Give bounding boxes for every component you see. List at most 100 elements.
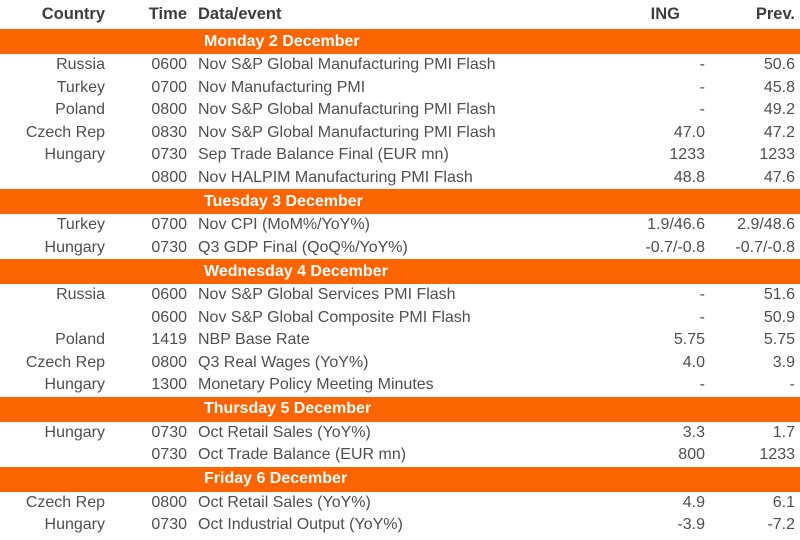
cell-ing: 47.0 — [673, 123, 705, 141]
cell-country: Hungary — [44, 376, 105, 394]
day-band-label: Thursday 5 December — [204, 400, 372, 417]
col-header-country: Country — [41, 5, 105, 23]
cell-country: Poland — [55, 101, 105, 119]
cell-ing: - — [699, 286, 705, 304]
table-header-row: Country Time Data/event ING Prev. — [0, 0, 800, 29]
table-row: Czech Rep 0830 Nov S&P Global Manufacturin… — [0, 122, 800, 145]
cell-country: Hungary — [44, 516, 105, 534]
cell-ing: 5.75 — [673, 331, 705, 349]
table-row: Hungary 0730 Q3 GDP Final (QoQ%/YoY%) -0.7/… — [0, 237, 800, 260]
cell-ing: 48.8 — [673, 168, 705, 186]
cell-prev: 45.8 — [763, 78, 795, 96]
cell-ing: - — [699, 376, 705, 394]
cell-event: Q3 GDP Final (QoQ%/YoY%) — [198, 238, 408, 256]
table-row: Hungary 0730 Oct Industrial Output (YoY%) -… — [0, 514, 800, 537]
cell-country: Czech Rep — [25, 123, 105, 141]
cell-time: 0700 — [151, 216, 187, 234]
day-band: Friday 6 December — [0, 466, 800, 492]
cell-country: Turkey — [56, 216, 105, 234]
cell-ing: - — [699, 101, 705, 119]
day-band: Monday 2 December — [0, 29, 800, 54]
cell-prev: -0.7/-0.8 — [735, 238, 795, 256]
cell-event: Q3 Real Wages (YoY%) — [198, 353, 369, 371]
table-row: Turkey 0700 Nov CPI (MoM%/YoY%) 1.9/46.6 2.9… — [0, 214, 800, 237]
cell-prev: 50.9 — [763, 308, 795, 326]
table-row: Hungary 0730 Sep Trade Balance Final (EUR … — [0, 144, 800, 167]
table-row: 0600 Nov S&P Global Composite PMI Flash - 5… — [0, 307, 800, 330]
cell-time: 0800 — [151, 168, 187, 186]
cell-ing: 4.9 — [682, 493, 705, 511]
cell-prev: - — [789, 376, 795, 394]
cell-time: 0800 — [151, 101, 187, 119]
cell-time: 0600 — [151, 56, 187, 74]
cell-event: Nov S&P Global Services PMI Flash — [198, 286, 456, 304]
cell-prev: 6.1 — [772, 493, 795, 511]
cell-prev: 1233 — [759, 146, 795, 164]
cell-prev: 1.7 — [772, 423, 795, 441]
table-row: Poland 0800 Nov S&P Global Manufacturing P… — [0, 99, 800, 122]
cell-country: Czech Rep — [25, 493, 105, 511]
cell-ing: 800 — [678, 446, 705, 464]
cell-time: 1419 — [151, 331, 187, 349]
cell-time: 0730 — [151, 516, 187, 534]
cell-time: 0600 — [151, 308, 187, 326]
cell-prev: 51.6 — [763, 286, 795, 304]
cell-ing: -0.7/-0.8 — [645, 238, 705, 256]
cell-country: Czech Rep — [25, 353, 105, 371]
cell-country: Turkey — [56, 78, 105, 96]
col-header-ing: ING — [650, 5, 680, 23]
cell-country: Russia — [56, 56, 105, 74]
cell-event: Sep Trade Balance Final (EUR mn) — [198, 146, 449, 164]
cell-ing: 1233 — [669, 146, 705, 164]
cell-time: 0730 — [151, 238, 187, 256]
day-band-label: Monday 2 December — [204, 32, 360, 50]
table-row: 0800 Nov HALPIM Manufacturing PMI Flash 48… — [0, 167, 800, 190]
cell-ing: -3.9 — [677, 516, 705, 534]
cell-prev: 3.9 — [772, 353, 795, 371]
cell-prev: 5.75 — [763, 331, 795, 349]
cell-ing: 4.0 — [682, 353, 705, 371]
table-row: Hungary 1300 Monetary Policy Meeting Minut… — [0, 374, 800, 397]
cell-event: Nov S&P Global Manufacturing PMI Flash — [198, 123, 496, 141]
cell-event: Oct Industrial Output (YoY%) — [198, 516, 403, 534]
table-row: Czech Rep 0800 Oct Retail Sales (YoY%) 4.9 6… — [0, 492, 800, 515]
cell-prev: 49.2 — [763, 101, 795, 119]
cell-event: Oct Retail Sales (YoY%) — [198, 493, 371, 511]
cell-country: Russia — [56, 286, 105, 304]
cell-prev: 50.6 — [763, 56, 795, 74]
cell-event: Oct Retail Sales (YoY%) — [198, 423, 371, 441]
cell-event: Nov HALPIM Manufacturing PMI Flash — [198, 168, 473, 186]
day-band-label: Tuesday 3 December — [204, 192, 363, 210]
cell-time: 0800 — [151, 493, 187, 511]
cell-ing: - — [699, 308, 705, 326]
table-row: Russia 0600 Nov S&P Global Manufacturing P… — [0, 54, 800, 77]
day-band-label: Wednesday 4 December — [204, 262, 388, 280]
cell-prev: 1233 — [759, 446, 795, 464]
cell-country: Hungary — [44, 238, 105, 256]
cell-ing: - — [699, 56, 705, 74]
cell-time: 1300 — [151, 376, 187, 394]
cell-time: 0730 — [151, 423, 187, 441]
table-row: Turkey 0700 Nov Manufacturing PMI - 45.8 — [0, 77, 800, 100]
cell-time: 0700 — [151, 78, 187, 96]
col-header-time: Time — [148, 5, 187, 23]
table-body: Monday 2 December Russia 0600 Nov S&P Globa… — [0, 29, 800, 537]
cell-time: 0600 — [151, 286, 187, 304]
day-band: Thursday 5 December — [0, 396, 800, 422]
cell-time: 0830 — [151, 123, 187, 141]
cell-prev: 2.9/48.6 — [737, 216, 795, 234]
cell-time: 0800 — [151, 353, 187, 371]
table-row: Hungary 0730 Oct Retail Sales (YoY%) 3.3 1.7 — [0, 422, 800, 445]
cell-ing: 3.3 — [682, 423, 705, 441]
col-header-data-event: Data/event — [198, 5, 282, 23]
cell-ing: 1.9/46.6 — [647, 216, 705, 234]
cell-prev: 47.6 — [763, 168, 795, 186]
day-band-label: Friday 6 December — [204, 470, 348, 487]
cell-event: Oct Trade Balance (EUR mn) — [198, 446, 407, 464]
day-band: Wednesday 4 December — [0, 259, 800, 284]
cell-event: Nov S&P Global Manufacturing PMI Flash — [198, 56, 496, 74]
cell-event: Nov Manufacturing PMI — [198, 78, 366, 96]
cell-time: 0730 — [151, 446, 187, 464]
day-band: Tuesday 3 December — [0, 189, 800, 214]
